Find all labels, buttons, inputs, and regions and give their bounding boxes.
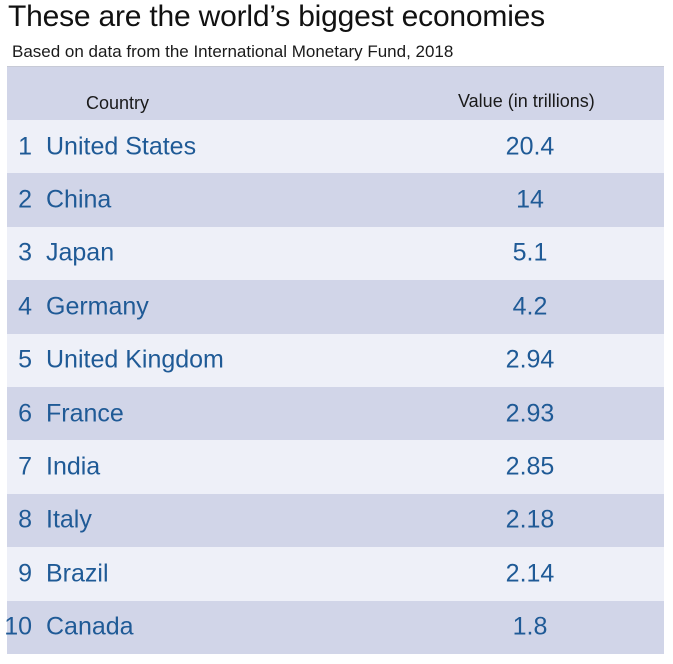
column-header-country: Country [86,93,150,113]
chart-title: These are the world’s biggest economies [8,0,545,33]
value-cell: 14 [516,185,544,214]
value-cell: 2.94 [505,345,555,374]
rank-cell: 3 [18,238,32,267]
table-row: 5 United Kingdom 2.94 [7,333,664,387]
value-cell: 2.85 [505,452,555,481]
table-row: 8 Italy 2.18 [7,493,664,548]
table-body: 1 United States 20.4 2 China 14 3 Japan 5.1 4 Germ… [4,120,664,654]
country-cell: Italy [46,505,92,534]
value-cell: 2.93 [505,399,555,428]
table-header-row: Country Value (in trillions) [7,67,664,120]
table-row: 6 France 2.93 [7,386,664,441]
table-row: 1 United States 20.4 [7,120,664,174]
rank-cell: 1 [18,132,32,161]
value-cell: 2.18 [505,505,555,534]
rank-cell: 2 [18,185,32,214]
country-cell: United Kingdom [46,345,224,374]
rank-cell: 4 [18,292,32,321]
column-header-value: Value (in trillions) [458,91,595,111]
country-cell: Germany [46,292,149,321]
country-cell: United States [46,132,197,161]
country-cell: Brazil [46,559,109,588]
rank-cell: 9 [18,559,32,588]
rank-cell: 10 [4,612,32,641]
table-row: 7 India 2.85 [7,440,664,494]
rank-cell: 8 [18,505,32,534]
country-cell: Japan [46,238,115,267]
country-cell: China [46,185,112,214]
rank-cell: 6 [18,399,32,428]
country-cell: India [46,452,101,481]
table-row: 4 Germany 4.2 [7,280,664,334]
chart-subtitle: Based on data from the International Mon… [12,42,454,61]
economies-table: Country Value (in trillions) 1 United Sta… [4,66,664,654]
country-cell: France [46,399,124,428]
value-cell: 4.2 [512,292,548,321]
value-cell: 5.1 [512,238,548,267]
value-cell: 20.4 [505,132,555,161]
table-row: 9 Brazil 2.14 [7,547,664,601]
table-row: 2 China 14 [7,173,664,227]
table-row: 10 Canada 1.8 [4,600,664,654]
rank-cell: 5 [18,345,32,374]
rank-cell: 7 [18,452,32,481]
value-cell: 2.14 [505,559,555,588]
table-row: 3 Japan 5.1 [7,226,664,281]
country-cell: Canada [46,612,134,641]
value-cell: 1.8 [512,612,548,641]
